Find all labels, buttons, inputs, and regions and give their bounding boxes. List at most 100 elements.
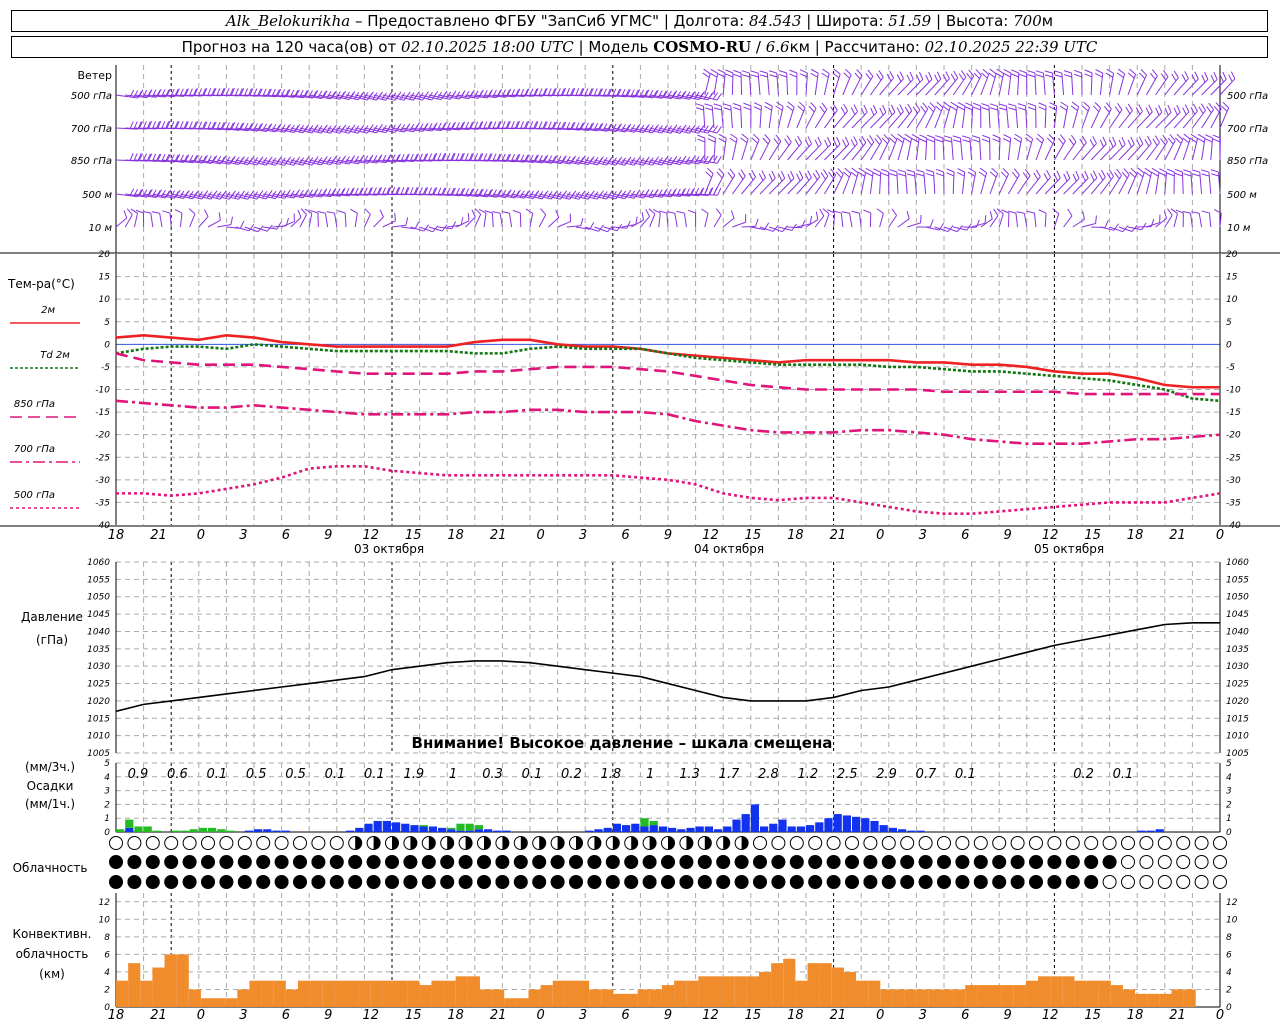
wind-barb bbox=[1109, 226, 1123, 233]
wind-barb bbox=[730, 106, 733, 129]
cloud-symbol bbox=[863, 836, 878, 850]
cloud-symbol bbox=[1084, 836, 1099, 850]
wind-barb-flag bbox=[732, 103, 741, 107]
cloud-symbol bbox=[1194, 836, 1209, 850]
wind-barb-flag bbox=[1129, 68, 1136, 75]
pressure-notice: Внимание! Высокое давление – шкала смеще… bbox=[412, 734, 833, 752]
wind-barb-flag bbox=[175, 88, 180, 97]
precip-bar-snow bbox=[585, 830, 594, 832]
precip-label-3h: (мм/3ч.) bbox=[25, 760, 75, 774]
wind-barb-flag bbox=[865, 171, 873, 177]
wind-barb-flag bbox=[381, 92, 387, 100]
wind-barb-flag bbox=[787, 173, 792, 182]
precip-bar-snow bbox=[778, 819, 787, 832]
wind-barb-flag bbox=[524, 189, 531, 198]
cloud-symbol-part bbox=[373, 836, 381, 850]
convective-bar bbox=[940, 989, 954, 1007]
cloud-symbol-part bbox=[465, 836, 473, 850]
wind-barb-flag bbox=[405, 91, 411, 99]
hour-tick-label: 0 bbox=[197, 528, 205, 543]
wind-barb-flag bbox=[712, 125, 719, 133]
wind-barb-flag bbox=[981, 72, 988, 79]
wind-barb bbox=[1155, 112, 1172, 129]
wind-barb bbox=[888, 215, 897, 228]
pres-tick-label-right: 1015 bbox=[1226, 714, 1249, 724]
wind-barb-flag bbox=[1002, 138, 1011, 143]
wind-barb-flag bbox=[607, 190, 613, 198]
wind-barb-flag bbox=[394, 212, 396, 221]
hour-tick-label-bottom: 21 bbox=[830, 1008, 847, 1023]
wind-barb-flag bbox=[657, 157, 663, 165]
wind-barb bbox=[1155, 76, 1169, 96]
pres-tick-label: 1010 bbox=[87, 732, 110, 742]
pres-tick-label-right: 1045 bbox=[1226, 610, 1249, 620]
precip-bar-rain bbox=[189, 829, 198, 832]
wind-barb bbox=[1164, 214, 1173, 228]
wind-barb-flag bbox=[285, 156, 292, 164]
wind-barb-flag bbox=[1106, 172, 1112, 180]
wind-barb-flag bbox=[588, 88, 593, 97]
wind-barb-flag bbox=[715, 208, 722, 216]
precip-bar-snow bbox=[852, 816, 861, 832]
cloud-symbol bbox=[1194, 855, 1209, 869]
hour-tick-label-bottom: 0 bbox=[876, 1008, 884, 1023]
hour-tick-label-bottom: 3 bbox=[919, 1008, 927, 1023]
wind-barb bbox=[1199, 172, 1203, 195]
precip-bar-snow bbox=[603, 827, 612, 832]
wind-barb-flag bbox=[505, 121, 510, 130]
wind-barb-flag bbox=[1166, 172, 1175, 177]
wind-barb-flag bbox=[896, 107, 902, 115]
wind-barb-flag bbox=[707, 134, 716, 139]
cloud-symbol bbox=[808, 875, 823, 889]
cloud-symbol bbox=[734, 855, 749, 869]
wind-barb-flag bbox=[556, 88, 561, 96]
wind-barb-flag bbox=[148, 120, 153, 129]
wind-barb-flag bbox=[529, 121, 534, 129]
wind-barb-flag bbox=[1073, 69, 1082, 74]
wind-barb-flag bbox=[630, 89, 635, 97]
convective-bar bbox=[261, 980, 274, 1007]
wind-barb-flag bbox=[799, 69, 808, 74]
hour-tick-label-bottom: 6 bbox=[621, 1008, 629, 1023]
wind-barb bbox=[741, 138, 749, 161]
wind-barb-flag bbox=[751, 169, 757, 178]
wind-barb-flag bbox=[979, 167, 987, 174]
wind-barb-flag bbox=[570, 190, 577, 198]
wind-barb-flag bbox=[1081, 173, 1086, 182]
wind-level-label-right: 500 м bbox=[1227, 190, 1257, 201]
wind-barb-flag bbox=[229, 88, 234, 96]
cloud-symbol bbox=[256, 836, 271, 850]
wind-barb-flag bbox=[1114, 172, 1120, 180]
wind-barb-flag bbox=[725, 73, 734, 78]
wind-barb-flag bbox=[565, 191, 571, 199]
cloud-symbol bbox=[256, 855, 271, 869]
wind-barb-flag bbox=[350, 124, 356, 132]
wind-barb-flag bbox=[166, 120, 171, 129]
wind-barb bbox=[253, 226, 268, 232]
wind-barb-flag bbox=[575, 122, 580, 130]
cloud-symbol bbox=[237, 855, 252, 869]
wind-barb-flag bbox=[685, 125, 691, 133]
header-line-2: Прогноз на 120 часа(ов) от 02.10.2025 18… bbox=[11, 36, 1268, 58]
wind-barb-flag bbox=[561, 121, 567, 130]
wind-barb-flag bbox=[1173, 70, 1179, 78]
pres-tick-label: 1030 bbox=[87, 662, 110, 672]
wind-barb-flag bbox=[870, 107, 875, 116]
cloud-symbol bbox=[1213, 836, 1227, 850]
wind-barb-flag bbox=[927, 138, 935, 143]
wind-barb-flag bbox=[1067, 208, 1073, 217]
cloud-symbol bbox=[219, 855, 234, 869]
convective-bar bbox=[831, 967, 844, 1007]
wind-barb-flag bbox=[1072, 173, 1077, 182]
wind-barb-flag bbox=[317, 211, 326, 214]
wind-barb-flag bbox=[957, 101, 966, 107]
precip-tick-label-right: 3 bbox=[1226, 787, 1232, 797]
wind-barb-flag bbox=[424, 153, 429, 161]
wind-barb bbox=[683, 213, 687, 228]
wind-barb bbox=[1155, 217, 1167, 228]
wind-barb-flag bbox=[962, 139, 971, 143]
precip-3h-total: 0.7 bbox=[916, 767, 937, 782]
wind-barb-flag bbox=[644, 124, 650, 132]
wind-barb-flag bbox=[1011, 171, 1018, 179]
wind-barb-flag bbox=[479, 121, 484, 129]
